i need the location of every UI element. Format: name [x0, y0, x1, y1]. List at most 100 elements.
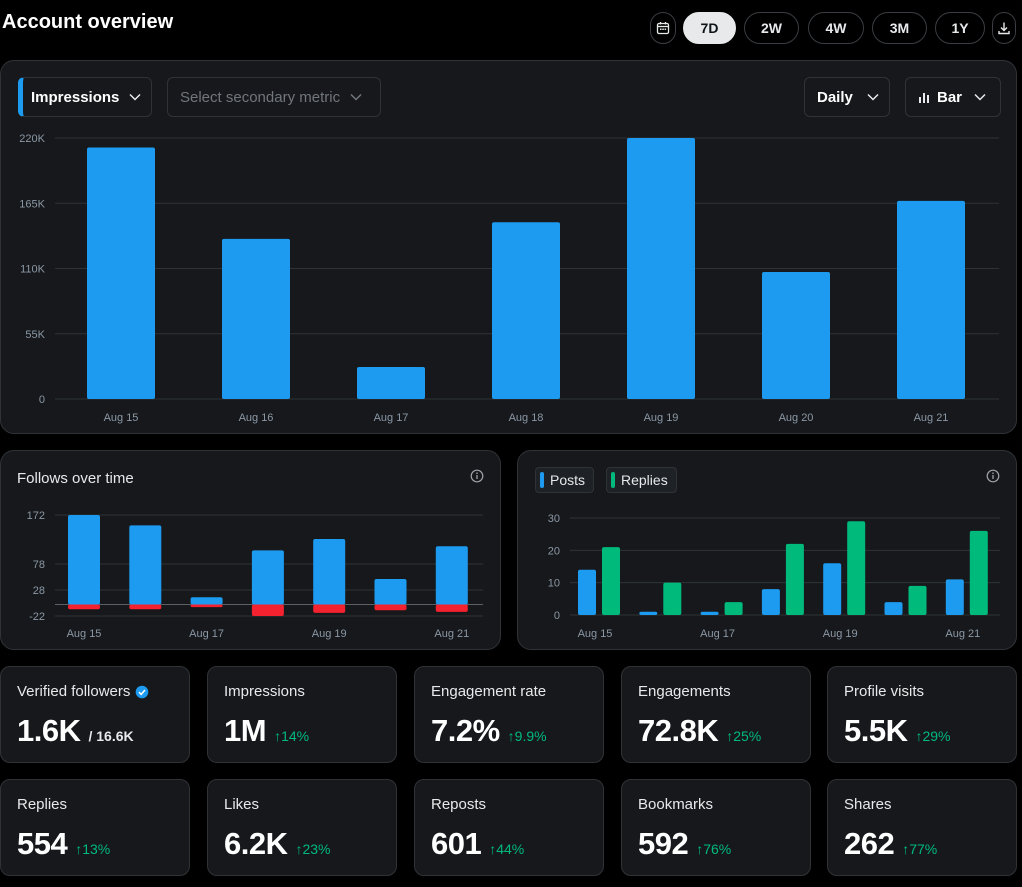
legend-posts-label: Posts	[550, 472, 586, 488]
y-tick-label: 172	[27, 510, 45, 522]
follows-bar	[313, 538, 346, 605]
posts-bar	[761, 589, 780, 615]
posts-bar	[945, 579, 964, 615]
posts-bar	[884, 602, 903, 615]
stat-card[interactable]: Impressions 1M ↑14%	[207, 666, 397, 763]
y-tick-label: 165K	[19, 198, 45, 210]
x-tick-label: Aug 15	[67, 628, 102, 640]
range-2w[interactable]: 2W	[744, 12, 799, 44]
replies-bar	[724, 602, 743, 615]
x-tick-label: Aug 21	[945, 628, 980, 640]
stat-card[interactable]: Replies 554 ↑13%	[0, 779, 190, 876]
range-1y[interactable]: 1Y	[935, 12, 985, 44]
x-tick-label: Aug 18	[509, 412, 544, 424]
follows-bar	[251, 550, 284, 605]
stat-value-row: 1M ↑14%	[224, 713, 309, 749]
follows-chart-card: Follows over time -22 28 78 172 Aug 15 Aug 17…	[0, 450, 501, 650]
stat-value-row: 5.5K ↑29%	[844, 713, 951, 749]
stat-label: Shares	[844, 796, 892, 813]
stat-card[interactable]: Shares 262 ↑77%	[827, 779, 1017, 876]
unfollows-bar	[68, 604, 100, 610]
stat-delta: ↑23%	[295, 841, 331, 857]
legend-replies[interactable]: Replies	[606, 467, 677, 493]
y-tick-label: 220K	[19, 133, 45, 145]
replies-bar	[663, 582, 682, 615]
calendar-button[interactable]	[650, 12, 676, 44]
range-3m[interactable]: 3M	[872, 12, 927, 44]
range-7d[interactable]: 7D	[683, 12, 736, 44]
follows-bar	[374, 579, 407, 605]
chevron-down-icon	[350, 93, 362, 101]
unfollows-bar	[251, 604, 284, 616]
download-icon	[998, 22, 1010, 35]
legend-posts[interactable]: Posts	[535, 467, 595, 493]
granularity-label: Daily	[817, 88, 853, 106]
bar-chart-icon	[919, 93, 929, 103]
granularity-select[interactable]: Daily	[804, 77, 890, 117]
impressions-bar	[87, 147, 155, 399]
chart-type-select[interactable]: Bar	[905, 77, 1001, 117]
stat-delta: ↑77%	[902, 841, 938, 857]
stat-card[interactable]: Engagements 72.8K ↑25%	[621, 666, 811, 763]
stat-value: 5.5K	[844, 713, 908, 748]
x-tick-label: Aug 20	[779, 412, 814, 424]
y-tick-label: 0	[554, 610, 560, 622]
stat-label: Reposts	[431, 796, 486, 813]
y-tick-label: 28	[33, 585, 45, 597]
posts-bar	[578, 569, 596, 615]
stat-label-text: Reposts	[431, 796, 487, 813]
y-tick-label: 78	[33, 559, 45, 571]
stat-value-row: 72.8K ↑25%	[638, 713, 761, 749]
stat-value: 6.2K	[224, 826, 288, 861]
y-tick-label: 55K	[25, 329, 45, 341]
stat-delta: ↑76%	[696, 841, 732, 857]
stat-card[interactable]: Bookmarks 592 ↑76%	[621, 779, 811, 876]
range-4w[interactable]: 4W	[808, 12, 864, 44]
impressions-bar-chart: 0 55K 110K 165K 220K Aug 15 Aug 16 Aug 17 Aug 18…	[19, 133, 999, 424]
stat-card[interactable]: Verified followers 1.6K / 16.6K	[0, 666, 190, 763]
stat-card[interactable]: Likes 6.2K ↑23%	[207, 779, 397, 876]
x-tick-label: Aug 15	[104, 412, 139, 424]
impressions-bar	[762, 272, 830, 399]
header: Account overview 7D 2W 4W 3M 1Y	[0, 0, 1022, 56]
info-icon[interactable]	[470, 469, 484, 483]
chevron-down-icon	[974, 93, 986, 101]
stat-card[interactable]: Reposts 601 ↑44%	[414, 779, 604, 876]
download-button[interactable]	[992, 12, 1016, 44]
y-tick-label: 0	[39, 394, 45, 406]
y-tick-label: 30	[548, 513, 560, 525]
replies-bar	[847, 521, 866, 615]
x-tick-label: Aug 16	[239, 412, 274, 424]
stat-label: Bookmarks	[638, 796, 713, 813]
stat-delta: ↑44%	[489, 841, 525, 857]
legend-replies-label: Replies	[621, 472, 668, 488]
stat-label-text: Likes	[224, 796, 260, 813]
impressions-bar	[627, 138, 695, 399]
stat-delta: ↑13%	[75, 841, 111, 857]
stat-card[interactable]: Engagement rate 7.2% ↑9.9%	[414, 666, 604, 763]
primary-metric-select[interactable]: Impressions	[18, 77, 152, 117]
stat-label-text: Profile visits	[844, 683, 925, 700]
secondary-metric-select[interactable]: Select secondary metric	[167, 77, 381, 117]
follows-bar-chart: -22 28 78 172 Aug 15 Aug 17 Aug 19 Aug 21	[27, 510, 483, 640]
stat-value: 72.8K	[638, 713, 719, 748]
primary-metric-label: Impressions	[31, 88, 120, 106]
x-tick-label: Aug 17	[700, 628, 735, 640]
stat-label-text: Verified followers	[17, 683, 131, 700]
stat-value-row: 1.6K / 16.6K	[17, 713, 134, 749]
stat-label: Likes	[224, 796, 259, 813]
stat-value: 601	[431, 826, 482, 861]
x-tick-label: Aug 21	[914, 412, 949, 424]
stat-value: 554	[17, 826, 68, 861]
stat-label: Engagements	[638, 683, 731, 700]
x-tick-label: Aug 17	[374, 412, 409, 424]
replies-bar	[908, 585, 927, 615]
stat-label: Profile visits	[844, 683, 924, 700]
stat-value-row: 6.2K ↑23%	[224, 826, 331, 862]
impressions-bar	[357, 366, 425, 399]
info-icon[interactable]	[986, 469, 1000, 483]
stat-label-text: Engagement rate	[431, 683, 547, 700]
x-tick-label: Aug 17	[189, 628, 224, 640]
posts-bar	[639, 611, 658, 615]
stat-card[interactable]: Profile visits 5.5K ↑29%	[827, 666, 1017, 763]
